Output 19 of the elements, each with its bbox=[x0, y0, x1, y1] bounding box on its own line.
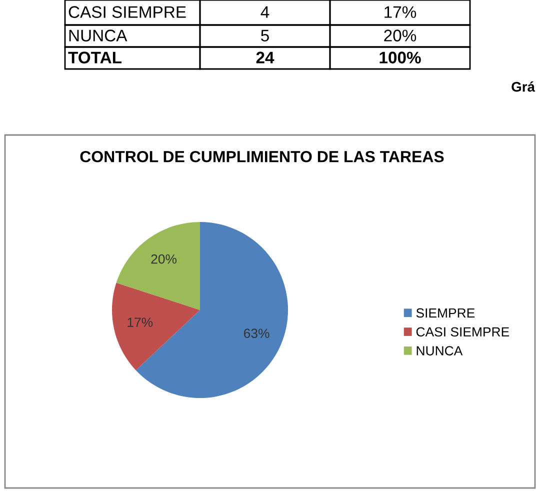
text: 20% bbox=[384, 30, 416, 42]
legend-label: CASI SIEMPRE bbox=[416, 327, 510, 337]
legend-label: NUNCA bbox=[416, 346, 463, 356]
data-label: 17% bbox=[128, 318, 153, 327]
chart-title: CONTROL DE CUMPLIMIENTO DE LAS TAREAS bbox=[80, 150, 444, 162]
text: TOTAL bbox=[68, 52, 122, 64]
text: 100% bbox=[380, 52, 421, 64]
text: Grá bbox=[512, 81, 536, 92]
data-label: 20% bbox=[151, 254, 177, 264]
text: 4 bbox=[260, 6, 270, 18]
data-label: 63% bbox=[244, 328, 270, 338]
pie-slice bbox=[116, 222, 200, 310]
pie-slice bbox=[112, 282, 200, 370]
legend-label: SIEMPRE bbox=[416, 308, 475, 318]
text: 17% bbox=[384, 6, 416, 18]
text: 24 bbox=[256, 52, 274, 64]
text: 5 bbox=[261, 30, 269, 42]
text: NUNCA bbox=[69, 30, 128, 42]
text: CASI SIEMPRE bbox=[68, 6, 186, 18]
